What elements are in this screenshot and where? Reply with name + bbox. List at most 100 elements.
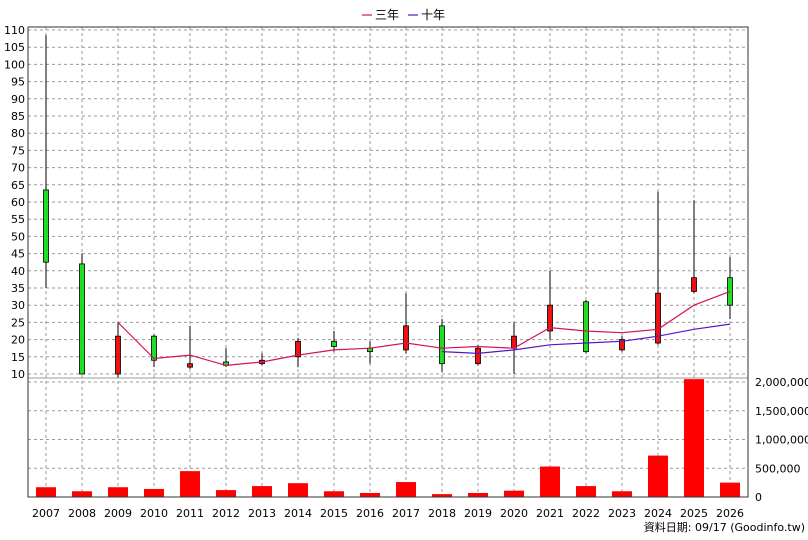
volume-bar [504,490,524,497]
price-tick-label: 55 [11,213,25,226]
volume-bar [432,494,452,497]
price-tick-label: 105 [4,41,25,54]
year-tick-label: 2014 [284,507,312,520]
volume-bar [612,491,632,497]
year-tick-label: 2016 [356,507,384,520]
volume-bar [540,466,560,497]
footer-date-source: 資料日期: 09/17 (Goodinfo.tw) [644,520,805,534]
price-tick-label: 65 [11,179,25,192]
price-tick-label: 110 [4,24,25,37]
volume-bar [648,455,668,497]
candle-body [187,363,193,368]
volume-bars [36,379,740,497]
year-tick-label: 2007 [32,507,60,520]
price-axis: 10 15 20 25 30 35 40 45 50 55 60 65 70 75 80 85 90 95 100 1… [4,24,25,381]
candle-body [547,304,553,332]
volume-axis: 0 500,000 1,000,000 1,500,000 2,000,000 [755,376,808,504]
price-tick-label: 20 [11,334,25,347]
candlestick [295,337,301,368]
year-tick-label: 2008 [68,507,96,520]
year-tick-label: 2017 [392,507,420,520]
plot-frame [27,26,749,498]
year-tick-label: 2012 [212,507,240,520]
volume-bar [72,491,92,497]
moving-average-lines [117,290,731,367]
price-tick-label: 95 [11,76,25,89]
candlestick [619,336,625,352]
price-tick-label: 45 [11,248,25,261]
candlestick [583,300,589,354]
candlestick [331,331,337,352]
year-tick-label: 2011 [176,507,204,520]
volume-bar [468,492,488,497]
volume-bar [252,486,272,497]
candle-body [655,292,661,344]
volume-bar [216,490,236,497]
price-tick-label: 50 [11,230,25,243]
candle-body [331,340,337,347]
year-tick-label: 2025 [680,507,708,520]
series-line-3yr [117,290,731,367]
candle-body [151,335,157,361]
legend-label-3yr: 三年 [375,8,399,22]
volume-bar [396,482,416,497]
price-tick-label: 30 [11,299,25,312]
volume-bar [108,487,128,497]
price-tick-label: 25 [11,316,25,329]
volume-bar [144,488,164,497]
volume-bar [684,379,704,497]
price-tick-label: 15 [11,351,25,364]
candlestick [151,334,157,368]
year-tick-label: 2021 [536,507,564,520]
candle-body [43,189,49,263]
year-tick-label: 2018 [428,507,456,520]
year-tick-label: 2024 [644,507,672,520]
candle-body [115,335,121,375]
price-tick-label: 80 [11,127,25,140]
series-line-10yr [441,323,731,355]
candle-body [619,339,625,351]
price-tick-label: 85 [11,110,25,123]
price-tick-label: 70 [11,162,25,175]
candle-body [475,347,481,365]
price-tick-label: 40 [11,265,25,278]
x-axis: 2007 2008 2009 2010 2011 2012 2013 2014 2015 2016… [32,507,744,520]
candle-body [583,301,589,353]
volume-tick-label: 1,000,000 [755,434,808,447]
year-tick-label: 2019 [464,507,492,520]
grid [28,27,748,498]
year-tick-label: 2009 [104,507,132,520]
legend-label-10yr: 十年 [421,8,445,22]
candlestick [187,325,193,369]
volume-bar [720,482,740,497]
candlestick [655,191,661,345]
price-tick-label: 100 [4,58,25,71]
legend: 三年 十年 [362,8,445,22]
year-tick-label: 2013 [248,507,276,520]
candle-body [439,325,445,365]
candlestick [691,200,697,294]
year-tick-label: 2026 [716,507,744,520]
volume-bar [576,486,596,497]
volume-tick-label: 1,500,000 [755,405,808,418]
volume-bar [180,471,200,497]
price-tick-label: 90 [11,93,25,106]
price-tick-label: 60 [11,196,25,209]
volume-bar [36,487,56,497]
candlestick [115,322,121,378]
candle-body [295,340,301,358]
candlestick [475,344,481,366]
volume-tick-label: 2,000,000 [755,376,808,389]
price-tick-label: 10 [11,368,25,381]
volume-bar [360,492,380,497]
candlestick [79,253,85,375]
volume-bar [324,491,344,497]
price-tick-label: 75 [11,144,25,157]
year-tick-label: 2015 [320,507,348,520]
year-tick-label: 2010 [140,507,168,520]
volume-bar [288,483,308,497]
candlestick [43,35,49,288]
year-tick-label: 2022 [572,507,600,520]
